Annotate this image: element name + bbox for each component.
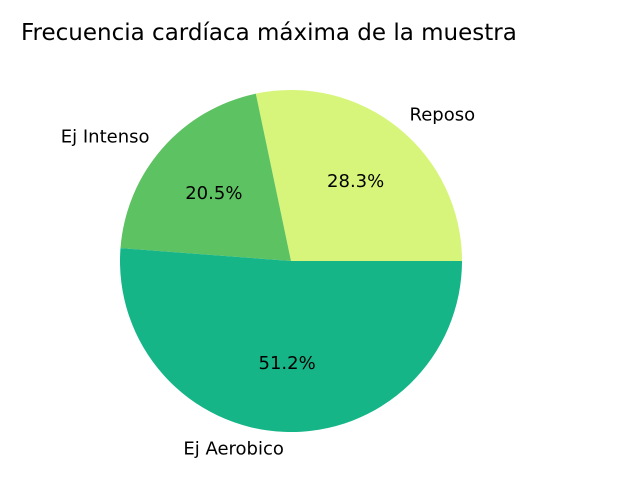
pie-slice-ej-aerobico [119, 248, 462, 433]
pie-slice-reposo [255, 89, 462, 262]
slice-label: Ej Intenso [61, 127, 150, 148]
slice-percent-label: 51.2% [259, 353, 316, 374]
pie-slice-ej-intenso [120, 93, 292, 261]
slice-percent-label: 28.3% [327, 171, 384, 192]
pie-slices [119, 89, 462, 433]
pie-labels: Reposo 28.3% Ej Intenso 20.5% Ej Aerobico 51.… [61, 104, 475, 459]
slice-label: Ej Aerobico [183, 438, 284, 459]
slice-label: Reposo [410, 104, 476, 125]
chart-title: Frecuencia cardíaca máxima de la muestra [21, 20, 517, 46]
slice-percent-label: 20.5% [185, 183, 242, 204]
